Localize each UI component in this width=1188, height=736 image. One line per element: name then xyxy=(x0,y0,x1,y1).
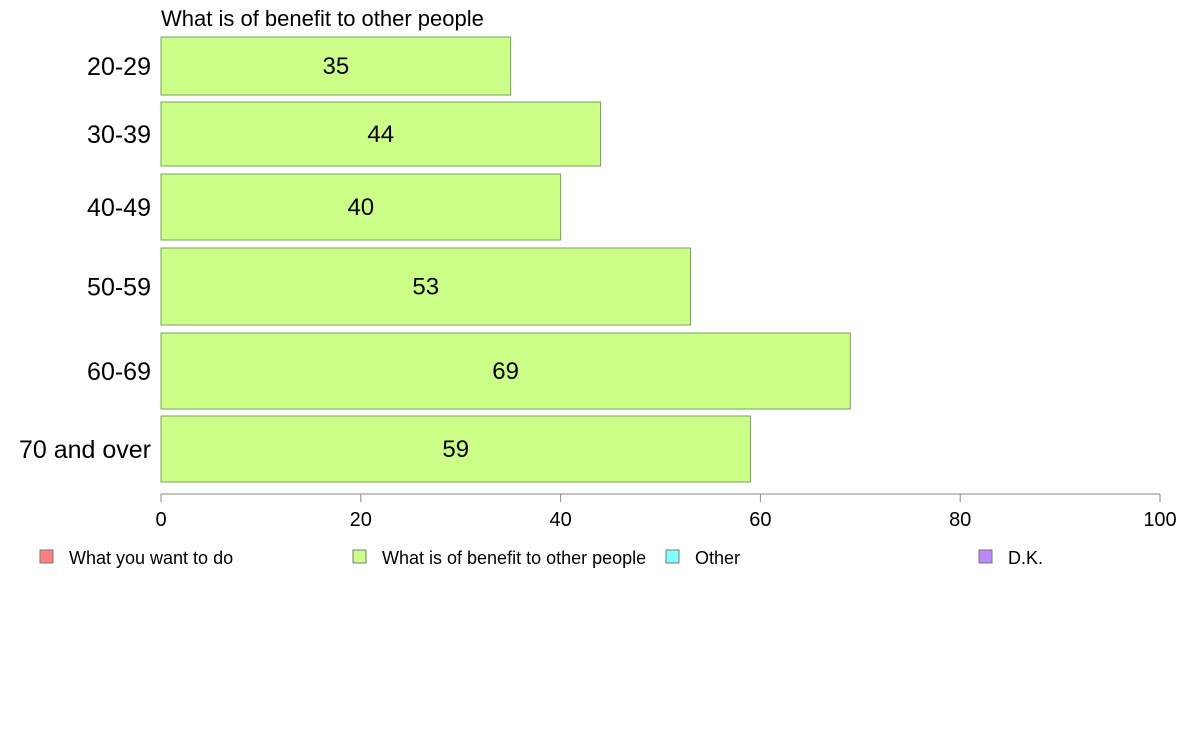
x-axis: 0 20 40 60 80 100 xyxy=(155,493,1177,531)
category-labels: 20-29 30-39 40-49 50-59 60-69 70 and over xyxy=(19,53,151,464)
bar-value-label: 35 xyxy=(322,53,349,80)
legend-swatch xyxy=(978,549,993,564)
x-tick-label: 80 xyxy=(949,509,971,531)
x-tick-label: 40 xyxy=(549,509,571,531)
category-label: 20-29 xyxy=(87,53,151,81)
bar-value-label: 53 xyxy=(412,274,439,301)
chart-title: What is of benefit to other people xyxy=(161,6,484,31)
bar-value-label: 69 xyxy=(492,358,519,385)
bar-value-label: 40 xyxy=(347,194,374,221)
legend-swatch xyxy=(352,549,367,564)
bar-70-and-over xyxy=(160,415,751,483)
category-label: 70 and over xyxy=(19,436,151,464)
x-tick-label: 60 xyxy=(749,509,771,531)
bar-50-59 xyxy=(160,247,691,326)
legend: What you want to do What is of benefit to… xyxy=(39,548,1043,568)
x-tick-label: 20 xyxy=(350,509,372,531)
category-label: 30-39 xyxy=(87,121,151,149)
legend-swatch xyxy=(665,549,680,564)
legend-label: D.K. xyxy=(1008,548,1043,568)
bars-group: 35 44 40 53 69 59 xyxy=(160,36,851,483)
category-label: 60-69 xyxy=(87,358,151,386)
bar-value-label: 44 xyxy=(367,121,394,148)
bar-30-39 xyxy=(160,101,602,167)
bar-20-29 xyxy=(160,36,512,96)
x-tick-label: 0 xyxy=(155,509,166,531)
bar-value-label: 59 xyxy=(442,436,469,463)
legend-label: Other xyxy=(695,548,740,568)
bar-60-69 xyxy=(160,332,851,410)
x-tick-label: 100 xyxy=(1143,509,1176,531)
legend-label: What you want to do xyxy=(69,548,233,568)
legend-swatch xyxy=(39,549,54,564)
category-label: 40-49 xyxy=(87,194,151,222)
legend-label: What is of benefit to other people xyxy=(382,548,646,568)
category-label: 50-59 xyxy=(87,274,151,302)
bar-40-49 xyxy=(160,173,562,241)
